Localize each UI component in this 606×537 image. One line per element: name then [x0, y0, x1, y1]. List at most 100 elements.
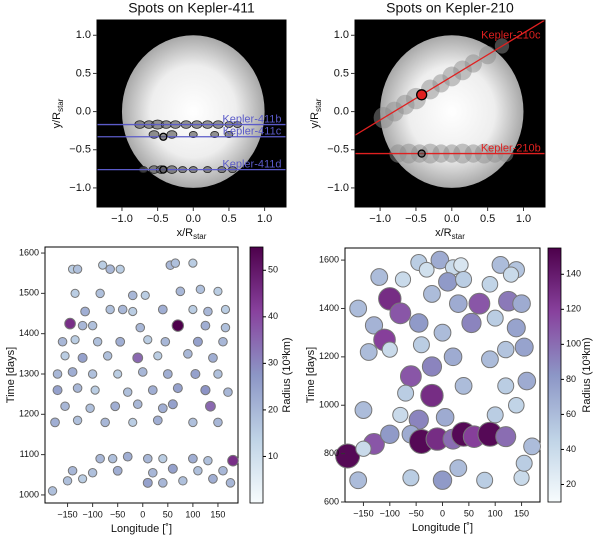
- spot-point: [394, 271, 412, 288]
- spot-point: [205, 400, 216, 412]
- spot-point: [220, 304, 231, 315]
- spot-point: [195, 284, 206, 295]
- spot-point: [192, 336, 203, 347]
- spot-point: [203, 455, 213, 466]
- spot-point: [105, 264, 115, 274]
- chord-label: Kepler-210c: [481, 30, 541, 42]
- chord-label: Kepler-210b: [481, 142, 541, 154]
- spot-point: [397, 384, 415, 402]
- axis-label: Longitude [˚]: [111, 523, 172, 535]
- spot-point: [225, 478, 236, 488]
- spot-point: [60, 351, 70, 361]
- y-tick-label: −0.5: [327, 144, 349, 156]
- spot-point: [220, 322, 231, 333]
- spot-point: [523, 437, 541, 456]
- spot-point: [175, 286, 186, 297]
- x-tick-label: 0: [140, 509, 145, 519]
- spot-point: [495, 426, 517, 448]
- axis-label: Time [days]: [305, 347, 317, 403]
- spot-point: [157, 304, 168, 315]
- spot-point: [95, 453, 105, 464]
- axis-label: Time [days]: [5, 347, 17, 403]
- spot-point: [455, 270, 473, 288]
- x-tick-label: 50: [464, 508, 474, 518]
- spot-point: [80, 306, 90, 317]
- x-tick-label: 0.0: [186, 213, 201, 225]
- y-tick-label: 1400: [19, 328, 39, 338]
- spot-point: [200, 320, 211, 331]
- spot-point: [481, 350, 499, 369]
- spot-point: [52, 369, 63, 379]
- spot-point: [162, 369, 173, 379]
- spot-point: [389, 302, 412, 325]
- spot-point: [95, 288, 105, 299]
- spot-point: [105, 304, 115, 315]
- x-tick-label: −150: [353, 508, 373, 518]
- planet: [159, 165, 168, 174]
- axis-label: y/Rstar: [51, 98, 65, 128]
- spot-point: [64, 317, 76, 330]
- spot-point: [140, 290, 150, 300]
- axis-label: y/Rstar: [309, 98, 323, 128]
- transit-chord: [355, 20, 545, 136]
- spot-point: [514, 337, 534, 357]
- spot-point: [418, 261, 435, 278]
- x-tick-label: −0.5: [147, 213, 169, 225]
- colorbar-tick-label: 40: [268, 311, 278, 321]
- colorbar-label: Radius (10³km): [281, 337, 293, 412]
- colorbar-tick-label: 20: [566, 479, 576, 489]
- spot-point: [423, 285, 441, 303]
- spot-point: [454, 376, 473, 395]
- colorbar-tick-label: 80: [566, 374, 576, 384]
- x-tick-label: 0: [440, 508, 445, 518]
- spot-point: [87, 369, 98, 379]
- spot-point: [449, 294, 468, 313]
- spot-point: [77, 320, 88, 331]
- spot-point: [142, 453, 153, 464]
- x-tick-label: −50: [110, 509, 125, 519]
- spot-point: [77, 474, 88, 484]
- spot-point: [67, 367, 78, 377]
- spot-point: [167, 399, 178, 410]
- x-tick-label: −1.0: [111, 213, 133, 225]
- y-tick-label: 600: [324, 496, 339, 506]
- spot-point: [112, 465, 123, 476]
- chart-title: Spots on Kepler-411: [128, 0, 255, 16]
- spot-point: [188, 304, 198, 315]
- x-tick-label: 150: [514, 508, 529, 518]
- spot-point: [113, 369, 123, 379]
- spot-point: [67, 465, 78, 476]
- spot: [210, 131, 220, 138]
- spot-point: [72, 383, 83, 393]
- y-tick-label: 1100: [20, 449, 39, 459]
- spot-point: [421, 356, 443, 377]
- y-tick-label: 1500: [19, 288, 39, 298]
- y-tick-label: 800: [324, 448, 339, 458]
- spot-point: [433, 323, 452, 342]
- spot-point: [110, 401, 121, 412]
- spot-point: [72, 415, 83, 426]
- axis-label-sub: star: [452, 232, 466, 241]
- colorbar-tick-label: 40: [566, 444, 576, 454]
- spot-point: [153, 351, 163, 361]
- spot-point: [135, 322, 146, 333]
- y-tick-label: 0.5: [76, 67, 91, 79]
- y-tick-label: 0.5: [334, 67, 349, 79]
- spot-point: [100, 417, 110, 428]
- x-tick-label: 150: [210, 509, 225, 519]
- spot-point: [497, 377, 515, 395]
- spot-point: [87, 320, 98, 331]
- spot-point: [115, 264, 125, 274]
- spot-point: [443, 347, 463, 367]
- x-tick-label: 100: [488, 508, 503, 518]
- spot-point: [409, 313, 429, 333]
- spot-point: [497, 340, 515, 359]
- spot-point: [70, 288, 80, 298]
- colorbar-tick-label: 30: [268, 358, 278, 368]
- spot-point: [449, 459, 468, 478]
- axis-label-sub: star: [314, 98, 323, 112]
- star-disk: [121, 35, 265, 188]
- spot-point: [506, 318, 526, 338]
- spot-point: [115, 336, 126, 347]
- spot-point: [190, 368, 201, 379]
